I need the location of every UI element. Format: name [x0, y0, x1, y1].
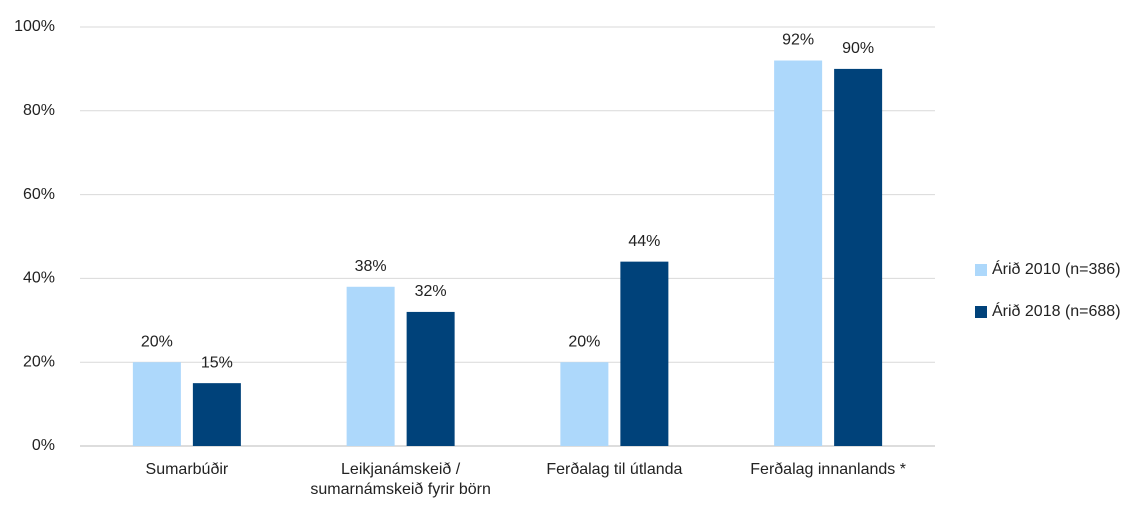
- y-tick-label: 80%: [23, 102, 55, 119]
- bar: [132, 362, 181, 446]
- y-tick-label: 0%: [32, 437, 55, 454]
- data-label: 32%: [415, 283, 447, 300]
- x-tick-label: Ferðalag innanlands *: [750, 461, 906, 478]
- bar: [406, 311, 455, 446]
- y-tick-label: 20%: [23, 353, 55, 370]
- bar: [774, 60, 823, 447]
- bar: [346, 286, 395, 446]
- bar: [560, 362, 609, 446]
- data-label: 44%: [628, 233, 660, 250]
- data-label: 92%: [782, 32, 814, 49]
- y-tick-label: 40%: [23, 270, 55, 287]
- y-tick-label: 60%: [23, 186, 55, 203]
- x-tick-label: Leikjanámskeið / sumarnámskeið fyrir bör…: [310, 461, 491, 498]
- data-label: 20%: [141, 333, 173, 350]
- legend-label: Árið 2010 (n=386): [992, 259, 1121, 278]
- bar: [192, 383, 241, 446]
- x-tick-label: Ferðalag til útlanda: [546, 461, 683, 478]
- data-label: 38%: [355, 258, 387, 275]
- x-tick-label: Sumarbúðir: [145, 461, 229, 478]
- legend-label: Árið 2018 (n=688): [992, 301, 1121, 320]
- data-label: 90%: [842, 40, 874, 57]
- legend-swatch: [975, 306, 987, 318]
- legend-swatch: [975, 264, 987, 276]
- data-label: 15%: [201, 354, 233, 371]
- y-tick-label: 100%: [14, 18, 55, 35]
- data-label: 20%: [568, 333, 600, 350]
- bar: [834, 68, 883, 447]
- bar: [620, 261, 669, 446]
